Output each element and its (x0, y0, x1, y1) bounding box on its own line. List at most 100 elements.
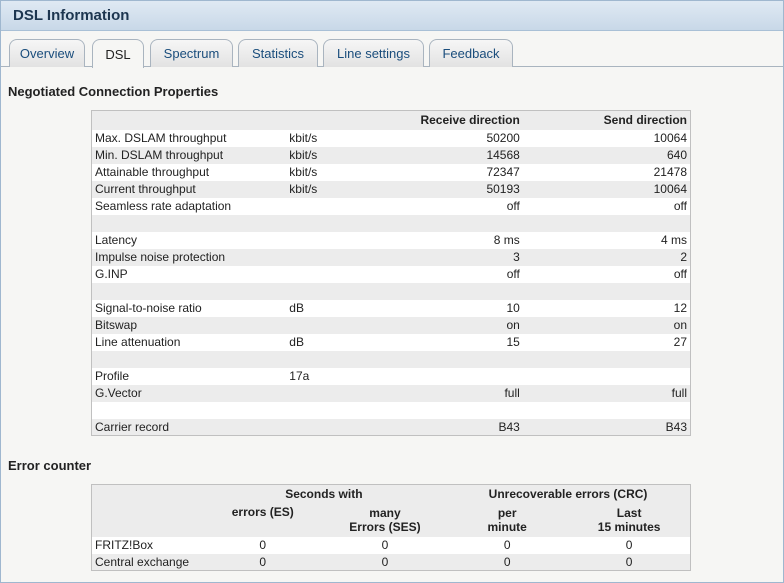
table-row: Impulse noise protection 3 2 (91, 248, 691, 266)
row-unit (286, 249, 346, 266)
row-send-value: 10064 (653, 131, 687, 145)
table-row (91, 282, 691, 300)
row-label: Current throughput (95, 182, 196, 196)
table-row: Bitswap on on (91, 316, 691, 334)
row-receive-value: off (506, 199, 520, 213)
row-send-value (523, 351, 691, 368)
row-receive-value: full (504, 386, 520, 400)
table-row: Max. DSLAM throughput kbit/s 50200 10064 (91, 129, 691, 147)
row-receive-value: 14568 (486, 148, 520, 162)
row-receive-value: off (506, 267, 520, 281)
row-send-value: 27 (673, 335, 687, 349)
tab-line-settings[interactable]: Line settings (323, 39, 424, 67)
header-receive-direction: Receive direction (420, 113, 520, 128)
error-sub-header-row: errors (ES) many Errors (SES) per minute… (91, 502, 691, 537)
crc-last-15-value: 0 (625, 538, 633, 552)
row-label: Max. DSLAM throughput (95, 131, 227, 145)
header-unit (286, 111, 346, 130)
row-label: G.INP (95, 267, 128, 281)
row-receive-value: B43 (498, 419, 520, 434)
tab-overview[interactable]: Overview (9, 39, 85, 67)
row-send-value: 640 (666, 148, 687, 162)
row-receive-value (346, 402, 523, 419)
row-unit (286, 402, 346, 419)
row-label (92, 402, 287, 419)
header-last-15-minutes: Last 15 minutes (597, 505, 661, 534)
errors-es-value: 0 (259, 538, 267, 552)
header-per-minute: per minute (487, 505, 527, 534)
row-unit (286, 266, 346, 283)
table-row (91, 401, 691, 419)
table-row: FRITZ!Box 0 0 0 0 (91, 536, 691, 554)
table-header-row: Receive direction Send direction (91, 110, 691, 130)
row-label: G.Vector (95, 386, 142, 400)
table-row: Line attenuation dB 15 27 (91, 333, 691, 351)
row-send-value (523, 368, 691, 385)
errors-ses-value: 0 (381, 554, 389, 569)
row-receive-value: 8 ms (493, 233, 520, 247)
row-send-value: 12 (673, 301, 687, 315)
row-send-value (523, 283, 691, 300)
row-unit: kbit/s (289, 182, 318, 196)
row-receive-value (346, 283, 523, 300)
row-label: Seamless rate adaptation (95, 199, 232, 213)
row-receive-value: 50193 (486, 182, 520, 196)
row-send-value: off (673, 199, 687, 213)
table-row: Attainable throughput kbit/s 72347 21478 (91, 163, 691, 181)
header-crc: Unrecoverable errors (CRC) (488, 486, 648, 501)
errors-ses-value: 0 (381, 538, 389, 552)
row-send-value: B43 (665, 419, 687, 434)
row-unit: kbit/s (289, 131, 318, 145)
row-receive-value: 50200 (486, 131, 520, 145)
tab-feedback[interactable]: Feedback (429, 39, 513, 67)
row-send-value: 2 (680, 250, 687, 264)
row-unit (286, 232, 346, 249)
row-unit (286, 351, 346, 368)
table-row: Current throughput kbit/s 50193 10064 (91, 180, 691, 198)
row-unit: kbit/s (289, 165, 318, 179)
error-counter-title: Error counter (8, 458, 92, 473)
row-receive-value: on (506, 318, 520, 332)
tab-dsl[interactable]: DSL (92, 39, 144, 68)
negotiated-properties-table: Receive direction Send direction Max. DS… (91, 110, 691, 436)
row-label: Profile (95, 369, 130, 383)
row-send-value: off (673, 267, 687, 281)
table-row (91, 350, 691, 368)
row-receive-value: 3 (513, 250, 520, 264)
row-unit: 17a (289, 369, 310, 383)
row-label: Latency (95, 233, 138, 247)
row-unit (286, 419, 346, 436)
table-row: Carrier record B43 B43 (91, 418, 691, 436)
tab-statistics[interactable]: Statistics (238, 39, 318, 67)
row-label: Impulse noise protection (95, 250, 226, 264)
row-label: Min. DSLAM throughput (95, 148, 224, 162)
row-label (92, 351, 287, 368)
table-row: Signal-to-noise ratio dB 10 12 (91, 299, 691, 317)
errors-es-value: 0 (259, 554, 267, 569)
tab-spectrum[interactable]: Spectrum (150, 39, 233, 67)
table-row: G.INP off off (91, 265, 691, 283)
row-receive-value: 72347 (486, 165, 520, 179)
row-send-value: on (673, 318, 687, 332)
row-unit (286, 317, 346, 334)
header-many-errors-ses: many Errors (SES) (349, 505, 421, 534)
row-receive-value (346, 368, 523, 385)
row-unit (286, 385, 346, 402)
row-send-value: full (671, 386, 687, 400)
row-receive-value (346, 215, 523, 232)
row-label (92, 215, 287, 232)
row-send-value: 10064 (653, 182, 687, 196)
row-label: Bitswap (95, 318, 138, 332)
table-row: Latency 8 ms 4 ms (91, 231, 691, 249)
row-label: Attainable throughput (95, 165, 210, 179)
row-send-value: 21478 (653, 165, 687, 179)
crc-per-minute-value: 0 (503, 554, 511, 569)
row-label: Carrier record (95, 419, 170, 434)
row-receive-value (346, 351, 523, 368)
row-receive-value: 10 (506, 301, 520, 315)
error-counter-table: Seconds with Unrecoverable errors (CRC) … (91, 484, 691, 571)
row-label (92, 283, 287, 300)
row-unit: dB (289, 335, 304, 349)
row-label: FRITZ!Box (95, 538, 154, 552)
